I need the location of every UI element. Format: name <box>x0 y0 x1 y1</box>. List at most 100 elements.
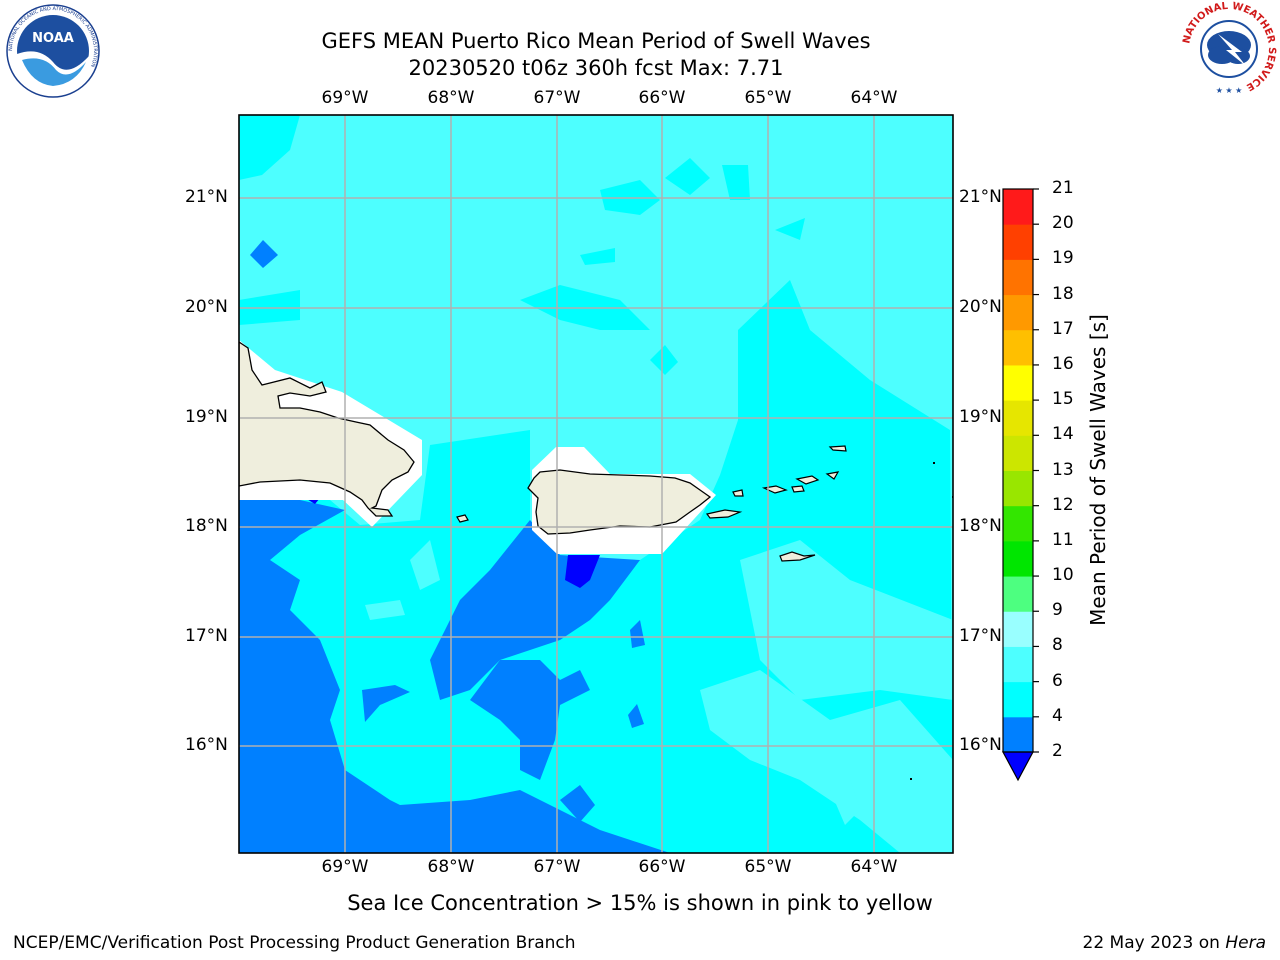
nws-logo: NATIONAL WEATHER SERVICE ★ ★ ★ <box>1180 0 1278 98</box>
period-4-6-band <box>580 248 615 265</box>
virgin-gorda-island <box>825 471 840 480</box>
map-title: GEFS MEAN Puerto Rico Mean Period of Swe… <box>321 29 871 53</box>
anegada-island <box>828 445 847 452</box>
period-6-8-band <box>830 780 860 825</box>
culebra-island <box>732 489 744 497</box>
lat-label-right: 16°N <box>959 735 1002 755</box>
lat-label-left: 17°N <box>185 626 228 646</box>
noaa-logo: NOAA NATIONAL OCEANIC AND ATMOSPHERIC AD… <box>4 4 102 98</box>
period-2-4-band <box>470 660 590 780</box>
colorbar-segment <box>1003 224 1033 260</box>
period-6-8-band <box>700 670 953 853</box>
period-4-6-band <box>650 345 678 375</box>
colorbar <box>1001 188 1039 782</box>
lat-label-left: 19°N <box>185 407 228 427</box>
colorbar-tick-label: 8 <box>1052 635 1063 656</box>
period-6-8-band <box>410 540 440 590</box>
colorbar-tick-label: 15 <box>1052 389 1074 410</box>
colorbar-segment <box>1003 435 1033 471</box>
period-2-4-band <box>560 785 595 822</box>
colorbar-segment <box>1003 646 1033 683</box>
colorbar-segment <box>1003 505 1033 542</box>
period-6-8-band <box>740 540 953 700</box>
graticule <box>239 115 953 853</box>
lon-label-top: 68°W <box>427 88 475 108</box>
tortola-island <box>795 475 820 485</box>
date-text: 22 May 2023 on <box>1082 933 1226 953</box>
period-4-6-band <box>775 218 805 240</box>
st-croix-island <box>779 551 816 562</box>
hispaniola-land <box>239 341 415 517</box>
colorbar-segment <box>1003 189 1033 225</box>
lon-label-top: 69°W <box>321 88 369 108</box>
lon-label-top: 65°W <box>744 88 792 108</box>
colorbar-tick-label: 21 <box>1052 178 1074 198</box>
swell-period-field <box>239 115 953 853</box>
colorbar-segment <box>1003 470 1033 507</box>
svg-text:NOAA: NOAA <box>32 31 74 46</box>
lat-label-right: 21°N <box>959 187 1002 207</box>
period-2-4-band <box>250 240 278 268</box>
period-4-6-band <box>665 158 710 195</box>
colorbar-segment <box>1003 611 1033 647</box>
vieques-island <box>705 509 743 519</box>
lat-label-right: 20°N <box>959 297 1002 317</box>
colorbar-tick-label: 17 <box>1052 318 1074 339</box>
colorbar-tick-label: 18 <box>1052 283 1074 304</box>
colorbar-tick-label: 6 <box>1052 670 1063 691</box>
sea-ice-note: Sea Ice Concentration > 15% is shown in … <box>347 891 933 915</box>
colorbar-tick-label: 14 <box>1052 424 1074 445</box>
lon-label-bottom: 68°W <box>427 857 475 877</box>
colorbar-tick-label: 10 <box>1052 565 1074 586</box>
colorbar-tick-label: 13 <box>1052 459 1074 480</box>
lat-label-right: 18°N <box>959 516 1002 536</box>
lon-label-bottom: 64°W <box>850 857 898 877</box>
period-2-4-band <box>239 500 670 853</box>
lon-label-top: 66°W <box>638 88 686 108</box>
lat-label-left: 16°N <box>185 735 228 755</box>
lat-label-left: 21°N <box>185 187 228 207</box>
colorbar-segment <box>1003 259 1033 296</box>
puerto-rico-land <box>527 469 712 535</box>
mona-island <box>456 514 469 523</box>
period-2-4-band <box>630 620 645 648</box>
colorbar-segment <box>1003 576 1033 612</box>
lat-label-left: 20°N <box>185 297 228 317</box>
colorbar-tick-label: 12 <box>1052 494 1074 515</box>
host-name: Hera <box>1225 933 1266 953</box>
lon-label-bottom: 66°W <box>638 857 686 877</box>
period-2-4-band <box>628 704 644 728</box>
lat-label-right: 17°N <box>959 626 1002 646</box>
colorbar-segment <box>1003 716 1033 753</box>
period-6-8-band <box>365 600 405 620</box>
colorbar-segment <box>1003 294 1033 331</box>
period-2-4-band <box>362 685 410 722</box>
colorbar-tick-label: 2 <box>1052 741 1063 761</box>
period-under-2-band <box>565 555 600 588</box>
colorbar-segment <box>1003 540 1033 577</box>
lat-label-left: 18°N <box>185 516 228 536</box>
colorbar-segment <box>1003 681 1033 718</box>
period-4-6-band <box>722 165 750 200</box>
colorbar-tick-label: 11 <box>1052 529 1074 550</box>
lon-label-top: 67°W <box>533 88 581 108</box>
map-subtitle: 20230520 t06z 360h fcst Max: 7.71 <box>408 56 784 80</box>
map-frame <box>238 114 954 854</box>
st-thomas-island <box>761 485 788 494</box>
colorbar-segment <box>1003 329 1033 366</box>
colorbar-segment <box>1003 364 1033 401</box>
colorbar-tick-label: 19 <box>1052 248 1074 269</box>
st-john-island <box>791 485 805 493</box>
colorbar-tick-label: 4 <box>1052 705 1063 726</box>
colorbar-label: Mean Period of Swell Waves [s] <box>1086 314 1110 626</box>
colorbar-tick-label: 16 <box>1052 353 1074 374</box>
lat-label-right: 19°N <box>959 407 1002 427</box>
lon-label-bottom: 67°W <box>533 857 581 877</box>
colorbar-segment <box>1003 400 1033 436</box>
colorbar-tick-label: 20 <box>1052 213 1074 234</box>
lon-label-top: 64°W <box>850 88 898 108</box>
credit-text: NCEP/EMC/Verification Post Processing Pr… <box>13 933 576 953</box>
period-4-6-band <box>239 115 300 180</box>
svg-text:★ ★ ★: ★ ★ ★ <box>1216 86 1243 95</box>
